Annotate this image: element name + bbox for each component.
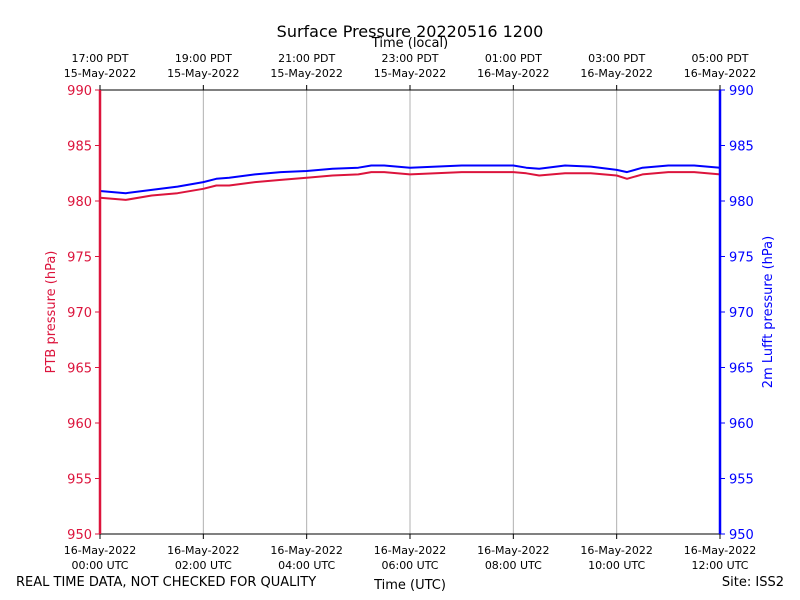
bottom-tick-time: 04:00 UTC xyxy=(278,559,335,572)
bottom-tick-time: 06:00 UTC xyxy=(381,559,438,572)
top-tick-time: 17:00 PDT xyxy=(71,52,128,65)
left-axis-label: PTB pressure (hPa) xyxy=(44,251,59,374)
right-axis-label: 2m Lufft pressure (hPa) xyxy=(761,236,776,388)
bottom-tick-date: 16-May-2022 xyxy=(270,544,342,557)
top-tick-date: 15-May-2022 xyxy=(64,67,136,80)
top-tick-time: 23:00 PDT xyxy=(381,52,438,65)
quality-note: REAL TIME DATA, NOT CHECKED FOR QUALITY xyxy=(16,575,317,590)
right-tick-label: 950 xyxy=(729,528,754,543)
chart-title: Surface Pressure 20220516 1200 xyxy=(277,22,544,41)
right-tick-label: 970 xyxy=(729,306,754,321)
bottom-tick-date: 16-May-2022 xyxy=(374,544,446,557)
series-line-lufft xyxy=(99,164,721,195)
right-tick-label: 955 xyxy=(729,473,754,488)
left-tick-label: 960 xyxy=(67,417,92,432)
grid-lines xyxy=(202,90,618,534)
top-tick-date: 16-May-2022 xyxy=(684,67,756,80)
left-tick-label: 980 xyxy=(67,195,92,210)
top-tick-date: 15-May-2022 xyxy=(167,67,239,80)
site-label: Site: ISS2 xyxy=(721,575,784,590)
top-axis-label: Time (local) xyxy=(371,36,448,51)
top-tick-date: 15-May-2022 xyxy=(270,67,342,80)
right-tick-label: 985 xyxy=(729,140,754,155)
bottom-tick-date: 16-May-2022 xyxy=(477,544,549,557)
bottom-tick-time: 08:00 UTC xyxy=(485,559,542,572)
left-tick-label: 955 xyxy=(67,473,92,488)
left-tick-label: 950 xyxy=(67,528,92,543)
left-tick-label: 990 xyxy=(67,84,92,99)
top-tick-time: 01:00 PDT xyxy=(485,52,542,65)
left-tick-label: 970 xyxy=(67,306,92,321)
left-tick-label: 975 xyxy=(67,251,92,266)
bottom-tick-date: 16-May-2022 xyxy=(167,544,239,557)
bottom-tick-time: 00:00 UTC xyxy=(71,559,128,572)
series-line-ptb xyxy=(99,171,721,201)
bottom-tick-date: 16-May-2022 xyxy=(64,544,136,557)
right-tick-label: 990 xyxy=(729,84,754,99)
top-tick-date: 16-May-2022 xyxy=(477,67,549,80)
bottom-tick-time: 12:00 UTC xyxy=(691,559,748,572)
left-tick-label: 985 xyxy=(67,140,92,155)
top-tick-time: 19:00 PDT xyxy=(175,52,232,65)
right-tick-label: 960 xyxy=(729,417,754,432)
axis-ticks: 950 950 955 955 960 960 965 965 970 970 975 975 980 9… xyxy=(64,52,756,572)
top-tick-time: 05:00 PDT xyxy=(691,52,748,65)
right-tick-label: 975 xyxy=(729,251,754,266)
top-tick-date: 15-May-2022 xyxy=(374,67,446,80)
top-tick-time: 21:00 PDT xyxy=(278,52,335,65)
bottom-tick-date: 16-May-2022 xyxy=(684,544,756,557)
bottom-tick-date: 16-May-2022 xyxy=(580,544,652,557)
top-tick-date: 16-May-2022 xyxy=(580,67,652,80)
left-tick-label: 965 xyxy=(67,362,92,377)
bottom-tick-time: 02:00 UTC xyxy=(175,559,232,572)
series-group xyxy=(99,164,721,201)
bottom-axis-label: Time (UTC) xyxy=(373,578,446,593)
right-tick-label: 965 xyxy=(729,362,754,377)
bottom-tick-time: 10:00 UTC xyxy=(588,559,645,572)
top-tick-time: 03:00 PDT xyxy=(588,52,645,65)
right-tick-label: 980 xyxy=(729,195,754,210)
